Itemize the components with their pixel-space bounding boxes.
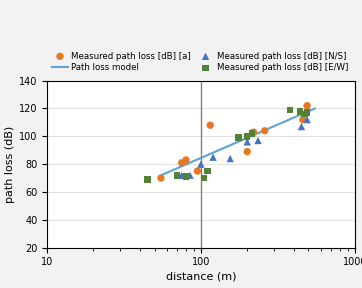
Measured path loss [dB] [E/W] (201, 176, 207, 180)
Y-axis label: path loss (dB): path loss (dB) (5, 126, 15, 203)
Measured path loss [dB] [a] (304, 103, 310, 108)
Measured path loss [dB] [N/S] (198, 162, 204, 166)
Measured path loss [dB] [E/W] (183, 175, 189, 179)
Measured path loss [dB] [E/W] (287, 108, 293, 112)
Measured path loss [dB] [E/W] (205, 169, 210, 173)
Path loss model (313, 107, 317, 110)
Measured path loss [dB] [E/W] (244, 134, 250, 139)
Measured path loss [dB] [a] (300, 117, 306, 122)
Measured path loss [dB] [N/S] (179, 173, 185, 178)
Measured path loss [dB] [E/W] (174, 173, 180, 178)
Measured path loss [dB] [E/W] (249, 131, 255, 136)
Measured path loss [dB] [a] (262, 128, 268, 133)
Measured path loss [dB] [N/S] (210, 155, 216, 160)
X-axis label: distance (m): distance (m) (166, 272, 236, 282)
Measured path loss [dB] [E/W] (145, 177, 151, 182)
Measured path loss [dB] [N/S] (244, 140, 250, 144)
Path loss model (159, 174, 163, 177)
Measured path loss [dB] [E/W] (297, 109, 303, 113)
Measured path loss [dB] [E/W] (235, 135, 241, 140)
Measured path loss [dB] [N/S] (299, 124, 304, 129)
Measured path loss [dB] [N/S] (255, 138, 261, 143)
Measured path loss [dB] [E/W] (304, 110, 310, 115)
Line: Path loss model: Path loss model (161, 109, 315, 175)
Measured path loss [dB] [E/W] (302, 112, 307, 116)
Measured path loss [dB] [N/S] (187, 173, 193, 178)
Measured path loss [dB] [a] (207, 123, 213, 128)
Legend: Measured path loss [dB] [a], Path loss model, Measured path loss [dB] [N/S], Mea: Measured path loss [dB] [a], Path loss m… (51, 51, 349, 73)
Measured path loss [dB] [a] (183, 158, 189, 162)
Measured path loss [dB] [a] (158, 176, 164, 180)
Measured path loss [dB] [a] (179, 160, 185, 165)
Measured path loss [dB] [a] (244, 149, 250, 154)
Measured path loss [dB] [N/S] (304, 117, 310, 122)
Measured path loss [dB] [a] (195, 169, 201, 173)
Measured path loss [dB] [a] (251, 130, 257, 134)
Measured path loss [dB] [N/S] (227, 156, 233, 161)
